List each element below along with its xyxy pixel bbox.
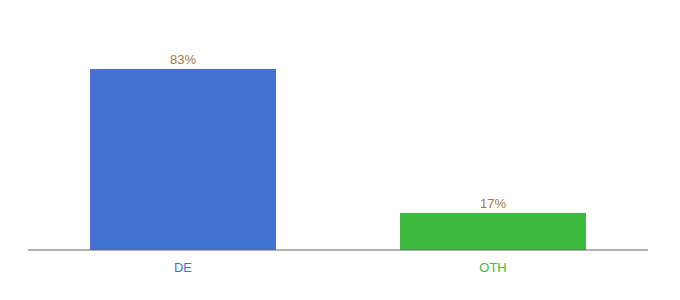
svg-text:DE: DE <box>174 260 192 275</box>
svg-text:83%: 83% <box>170 52 196 67</box>
svg-text:17%: 17% <box>480 196 506 211</box>
svg-text:OTH: OTH <box>479 260 506 275</box>
